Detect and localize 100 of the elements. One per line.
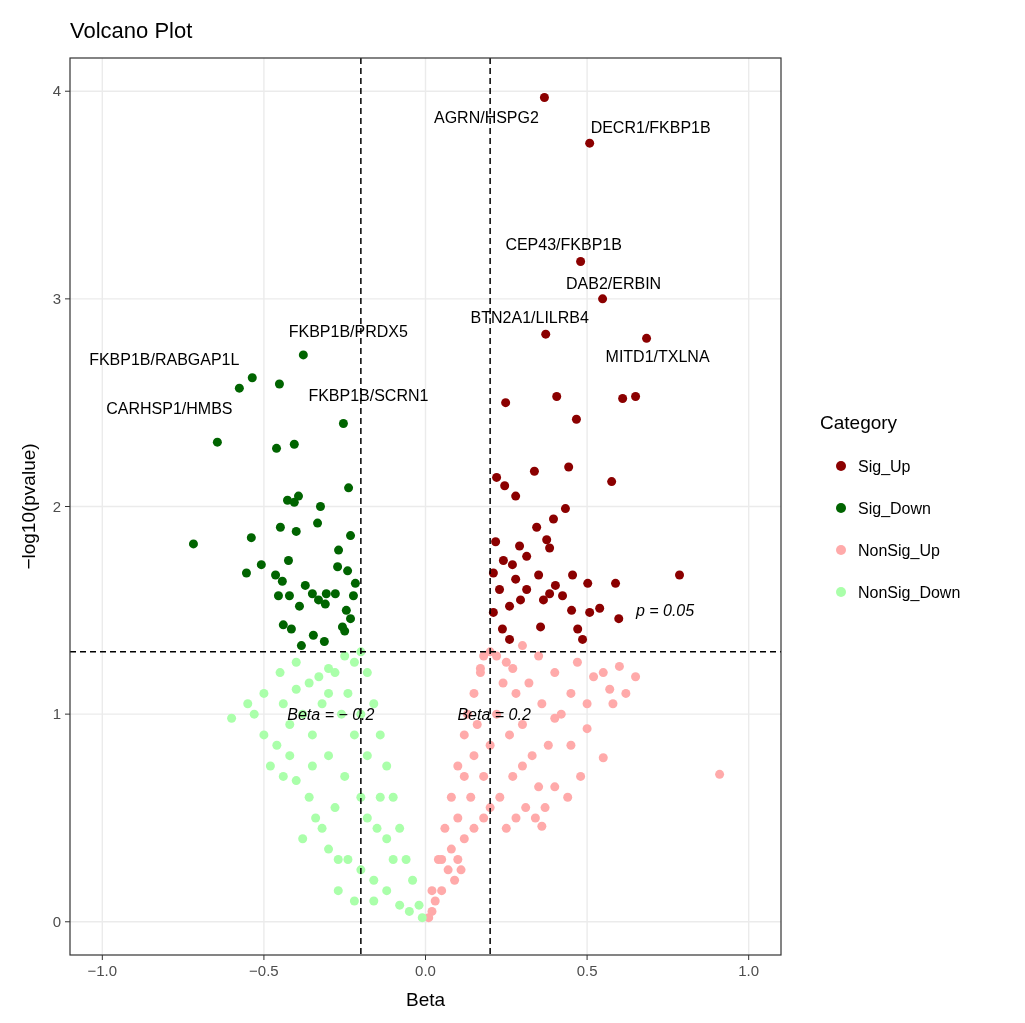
point — [536, 622, 546, 632]
point — [491, 537, 501, 547]
point — [598, 294, 608, 304]
point — [539, 92, 549, 102]
annotation: FKBP1B/SCRN1 — [308, 386, 429, 404]
point — [492, 472, 502, 482]
point — [319, 636, 329, 646]
point — [289, 497, 299, 507]
point — [642, 333, 652, 343]
y-axis-title: −log10(pvalue) — [18, 443, 39, 570]
point — [576, 256, 586, 266]
x-tick-label: 1.0 — [738, 962, 760, 979]
ref-line-label: Beta = 0.2 — [457, 706, 531, 724]
x-tick-label: 0.0 — [415, 962, 436, 979]
point — [234, 383, 244, 393]
point — [552, 391, 562, 401]
point — [350, 578, 360, 588]
point — [568, 570, 578, 580]
legend-label: NonSig_Up — [858, 542, 940, 560]
point — [271, 570, 281, 580]
annotation: MITD1/TXLNA — [605, 348, 710, 366]
point — [507, 560, 517, 570]
point — [505, 634, 515, 644]
annotation: DAB2/ERBIN — [566, 274, 662, 292]
point — [277, 576, 287, 586]
point — [515, 541, 525, 551]
annotation: p = 0.05 — [634, 601, 695, 619]
point — [585, 607, 595, 617]
point — [289, 439, 299, 449]
annotation: DECR1/FKBP1B — [590, 119, 711, 137]
point — [501, 398, 511, 408]
point — [278, 620, 288, 630]
legend-label: Sig_Up — [858, 458, 911, 476]
point — [346, 614, 356, 624]
point — [583, 578, 593, 588]
point — [614, 614, 624, 624]
point — [558, 591, 568, 601]
point — [298, 350, 308, 360]
point — [542, 535, 552, 545]
point — [293, 491, 303, 501]
point — [534, 570, 544, 580]
point — [256, 560, 266, 570]
point — [346, 531, 356, 541]
point — [495, 585, 505, 595]
point — [348, 591, 358, 601]
point — [341, 605, 351, 615]
point — [538, 595, 548, 605]
point — [567, 605, 577, 615]
point — [274, 379, 284, 389]
point — [548, 514, 558, 524]
point — [607, 477, 617, 487]
annotation: FKBP1B/RABGAP1L — [89, 350, 240, 368]
point — [300, 580, 310, 590]
point — [560, 504, 570, 514]
annotation: CARHSP1/HMBS — [106, 400, 233, 418]
annotation: AGRN/HSPG2 — [433, 109, 539, 127]
point — [618, 394, 628, 404]
point — [321, 589, 331, 599]
point — [283, 555, 293, 565]
chart-title: Volcano Plot — [70, 18, 193, 43]
point — [313, 518, 323, 528]
y-tick-label: 2 — [52, 497, 61, 515]
point — [585, 138, 595, 148]
point — [188, 539, 198, 549]
y-tick-label: 3 — [52, 289, 61, 307]
legend-label: NonSig_Down — [858, 584, 961, 602]
point — [340, 626, 350, 636]
point — [564, 462, 574, 472]
point — [675, 570, 685, 580]
point — [308, 630, 318, 640]
point — [611, 578, 621, 588]
annotation: FKBP1B/PRDX5 — [288, 322, 409, 340]
x-axis-title: Beta — [405, 989, 446, 1010]
point — [497, 624, 507, 634]
point — [272, 443, 282, 453]
point — [631, 391, 641, 401]
legend-title: Category — [820, 412, 898, 433]
point — [294, 601, 304, 611]
point — [330, 589, 340, 599]
point — [595, 603, 605, 613]
point — [286, 624, 296, 634]
point — [291, 526, 301, 536]
point — [241, 568, 251, 578]
point — [571, 414, 581, 424]
x-tick-label: −0.5 — [249, 962, 279, 979]
y-tick-label: 1 — [52, 705, 61, 723]
point — [320, 599, 330, 609]
legend-label: Sig_Down — [858, 500, 931, 518]
point — [246, 533, 256, 543]
point — [284, 591, 294, 601]
point — [314, 595, 324, 605]
point — [511, 574, 521, 584]
point — [296, 641, 306, 651]
x-tick-label: 0.5 — [576, 962, 598, 979]
point — [334, 545, 344, 555]
point — [545, 543, 555, 553]
point — [498, 555, 508, 565]
point — [550, 580, 560, 590]
x-tick-label: −1.0 — [87, 962, 118, 979]
point — [541, 329, 551, 339]
